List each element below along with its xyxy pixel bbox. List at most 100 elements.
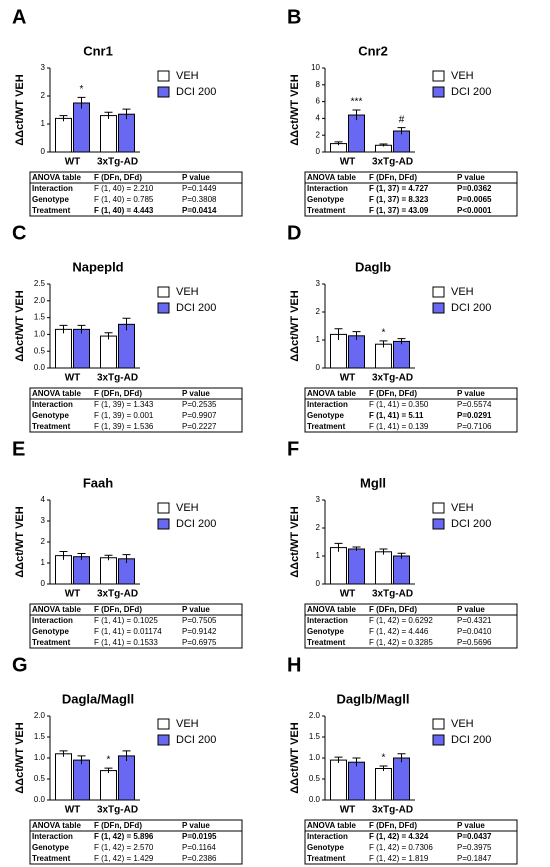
significance: #	[399, 114, 405, 125]
panel: H Daglb/Magll 0.0 0.5 1.0 1.5 2.0 ΔΔct/WT VEH WT…	[287, 654, 518, 865]
bar	[375, 551, 392, 585]
y-tick-label: 6	[316, 97, 321, 106]
legend-swatch	[432, 86, 445, 98]
table-cell: P=0.0362	[457, 184, 492, 193]
x-tick-label: WT	[340, 157, 356, 168]
x-tick-label: 3xTg-AD	[97, 805, 138, 816]
error-bar	[122, 554, 131, 563]
panel: E Faah 0 1 2 3 4 ΔΔct/WT VEH WT 3xTg-AD VEH DCI 200…	[12, 438, 243, 649]
bar	[375, 343, 392, 369]
error-bar	[379, 143, 388, 147]
table-cell: P=0.0437	[457, 832, 492, 841]
table-cell: P=0.7505	[182, 616, 217, 625]
error-bar	[397, 338, 406, 345]
bar	[375, 768, 392, 801]
error-bar	[59, 324, 68, 334]
table-cell: F (1, 42) = 0.7306	[369, 843, 433, 852]
legend-label: DCI 200	[451, 86, 491, 98]
error-bar	[77, 755, 86, 765]
panel: C Napepld 0.0 0.5 1.0 1.5 2.0 2.5 ΔΔct/WT VEH WT 3…	[12, 222, 243, 433]
y-tick-label: 1.0	[34, 330, 46, 339]
y-tick-label: 2	[316, 130, 321, 139]
table-cell: F (1, 42) = 4.446	[369, 627, 429, 636]
x-tick-label: 3xTg-AD	[97, 589, 138, 600]
legend-swatch	[157, 70, 170, 82]
table-cell: P=0.2227	[182, 422, 217, 431]
y-axis-label: ΔΔct/WT VEH	[289, 74, 301, 145]
error-bar	[352, 331, 361, 340]
table-cell: F (1, 37) = 43.09	[369, 206, 429, 215]
table-cell: F (1, 39) = 1.536	[94, 422, 154, 431]
table-cell: P=0.2386	[182, 854, 217, 863]
y-tick-label: 3	[41, 63, 46, 72]
table-cell: Interaction	[32, 184, 73, 193]
legend-label: VEH	[176, 718, 199, 730]
legend-label: VEH	[451, 718, 474, 730]
table-header: F (DFn, DFd)	[369, 821, 417, 830]
panel: D Daglb 0 1 2 3 ΔΔct/WT VEH WT 3xTg-AD * VEH DCI 20…	[287, 222, 518, 433]
table-cell: P=0.1847	[457, 854, 492, 863]
table-header: P value	[457, 605, 485, 614]
y-tick-label: 4	[316, 114, 321, 123]
table-cell: Interaction	[307, 400, 348, 409]
table-cell: P=0.2535	[182, 400, 217, 409]
error-bar	[104, 554, 113, 561]
panel-letter: A	[12, 6, 26, 28]
panel: G Dagla/Magll 0.0 0.5 1.0 1.5 2.0 ΔΔct/WT VEH WT…	[12, 654, 243, 865]
legend-swatch	[432, 518, 445, 530]
legend-swatch	[157, 518, 170, 530]
bar	[55, 555, 72, 585]
panel-letter: G	[12, 654, 28, 676]
error-bar	[59, 115, 68, 122]
y-tick-label: 1.0	[34, 753, 46, 762]
error-bar	[397, 552, 406, 559]
error-bar	[122, 750, 131, 761]
table-cell: P=0.0195	[182, 832, 217, 841]
legend-label: VEH	[176, 70, 199, 82]
legend-swatch	[157, 302, 170, 314]
table-cell: F (1, 37) = 4.727	[369, 184, 429, 193]
chart-title: Daglb	[355, 259, 391, 274]
legend-swatch	[157, 286, 170, 298]
bar	[55, 117, 72, 153]
table-cell: P=0.4321	[457, 616, 492, 625]
bar	[330, 547, 347, 585]
panel-letter: D	[287, 222, 301, 244]
legend-label: VEH	[451, 70, 474, 82]
x-tick-label: 3xTg-AD	[97, 157, 138, 168]
table-cell: F (1, 40) = 0.785	[94, 195, 154, 204]
x-tick-label: WT	[65, 805, 81, 816]
legend-swatch	[157, 718, 170, 730]
legend-label: VEH	[176, 502, 199, 514]
table-cell: F (1, 41) = 0.01174	[94, 627, 162, 636]
table-cell: Treatment	[32, 854, 71, 863]
table-header: ANOVA table	[307, 173, 356, 182]
panel: F Mgll 0 1 2 3 ΔΔct/WT VEH WT 3xTg-AD VEH DCI 200 A…	[287, 438, 518, 649]
significance: *	[80, 84, 84, 95]
y-tick-label: 0	[316, 363, 321, 372]
y-tick-label: 0.5	[309, 774, 321, 783]
y-tick-label: 1.5	[34, 732, 46, 741]
table-header: P value	[457, 821, 485, 830]
error-bar	[77, 553, 86, 560]
x-tick-label: WT	[65, 373, 81, 384]
table-header: F (DFn, DFd)	[94, 389, 142, 398]
table-header: ANOVA table	[307, 605, 356, 614]
table-border	[29, 171, 243, 217]
bar	[100, 335, 117, 369]
error-bar	[379, 548, 388, 555]
bar	[100, 770, 117, 801]
y-tick-label: 2.0	[34, 711, 46, 720]
table-cell: F (1, 42) = 2.570	[94, 843, 154, 852]
table-cell: F (1, 41) = 0.139	[369, 422, 429, 431]
error-bar	[334, 141, 343, 146]
bar	[393, 757, 410, 801]
bar	[118, 323, 135, 369]
table-header: P value	[457, 389, 485, 398]
table-cell: Treatment	[32, 422, 71, 431]
legend-swatch	[157, 502, 170, 514]
table-header: F (DFn, DFd)	[94, 605, 142, 614]
error-bar	[334, 756, 343, 764]
legend-label: DCI 200	[451, 734, 491, 746]
table-cell: Treatment	[307, 422, 346, 431]
